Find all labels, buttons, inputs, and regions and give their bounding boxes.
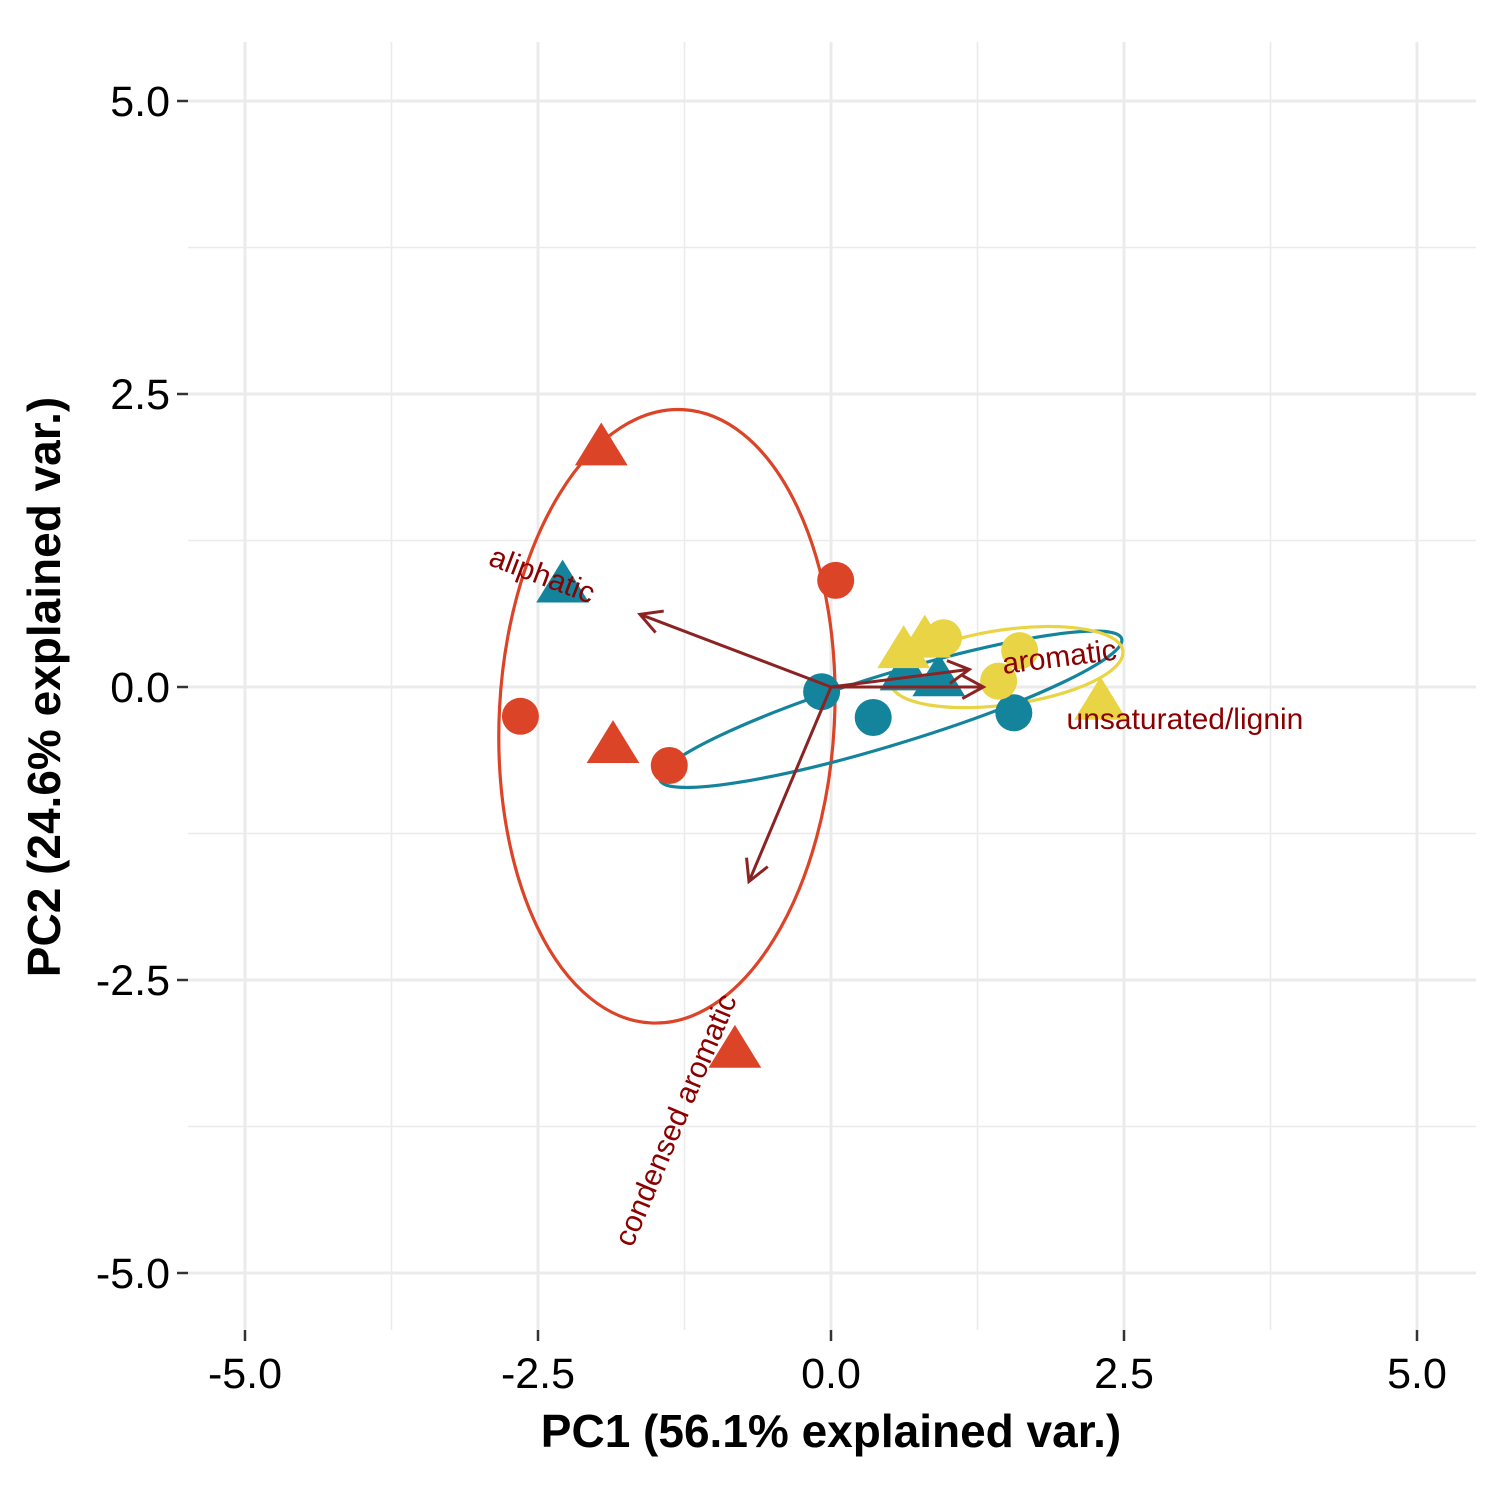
x-tick-label: -2.5 [501, 1350, 575, 1398]
circle-point [501, 697, 539, 735]
triangle-point [1074, 676, 1127, 720]
triangle-point [574, 422, 628, 466]
vector-arrow [639, 612, 832, 689]
circle-point [817, 561, 855, 599]
y-tick-label: 5.0 [110, 78, 170, 126]
vector-arrowhead [946, 659, 973, 685]
y-tick-label: -5.0 [96, 1250, 170, 1298]
vector-arrowhead [637, 609, 664, 634]
group-ellipses [497, 407, 1125, 1025]
x-tick-label: -5.0 [208, 1350, 282, 1398]
circle-point [995, 694, 1033, 732]
x-tick-label: 0.0 [801, 1350, 861, 1398]
triangle-point [708, 1024, 762, 1068]
vector-label: condensed aromatic [608, 989, 743, 1251]
vector-arrow [830, 667, 970, 689]
axis-ticks: -5.0 -2.5 0.0 2.5 5.0 -5.0 -2.5 0.0 2.5 5.0 [96, 78, 1447, 1398]
circle-point [1001, 632, 1039, 670]
circle-point [803, 673, 841, 711]
vector-arrowhead [961, 674, 987, 700]
triangle-point [586, 720, 640, 764]
y-tick-label: 0.0 [110, 664, 170, 712]
x-axis-title: PC1 (56.1% explained var.) [541, 1405, 1121, 1457]
x-tick-label: 5.0 [1387, 1350, 1447, 1398]
y-tick-label: 2.5 [110, 371, 170, 419]
x-tick-label: 2.5 [1094, 1350, 1154, 1398]
circle-point [854, 698, 892, 736]
y-tick-label: -2.5 [96, 957, 170, 1005]
triangle-point [536, 559, 590, 603]
circle-point [650, 747, 688, 785]
group-ellipse [497, 407, 837, 1025]
vector-label: unsaturated/lignin [1067, 703, 1304, 736]
y-axis-title: PC2 (24.6% explained var.) [18, 397, 70, 977]
vector-arrow [747, 686, 833, 883]
circle-point [980, 662, 1018, 700]
circle-point [925, 619, 963, 657]
vector-arrowhead [745, 857, 769, 885]
group-ellipse [658, 629, 1124, 790]
data-points [501, 422, 1127, 1068]
